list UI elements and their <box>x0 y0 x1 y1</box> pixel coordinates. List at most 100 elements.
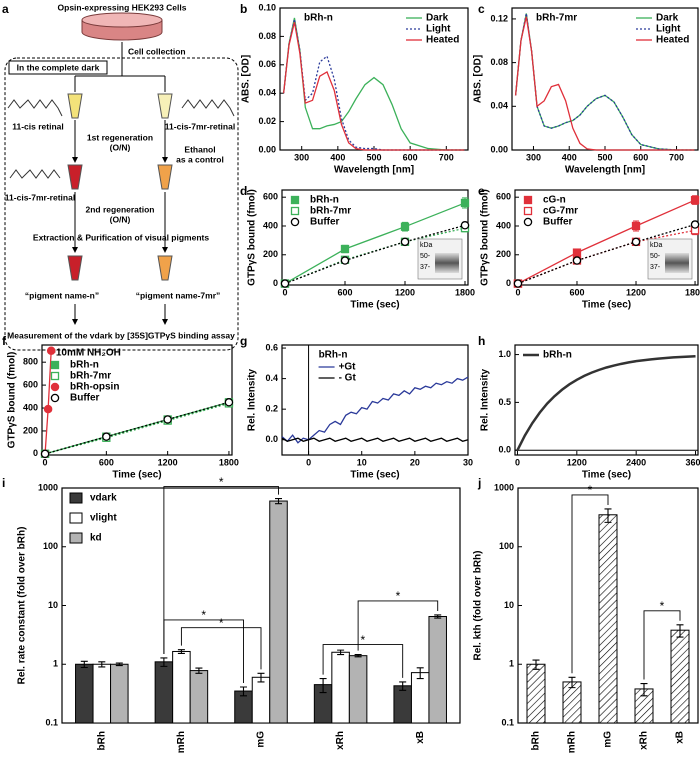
panel-label: f <box>2 334 7 348</box>
x-tick-label: 600 <box>99 457 114 467</box>
y-axis-label: Rel. rate constant (fold over bRh) <box>17 527 28 685</box>
x-tick-label: 400 <box>330 152 345 162</box>
y-tick-label: 1000 <box>494 482 514 492</box>
x-tick-label: 600 <box>337 287 352 297</box>
legend-label: bRh-n <box>310 195 339 206</box>
inset-label: 50- <box>420 253 431 260</box>
significance-label: * <box>361 633 366 647</box>
y-axis-label: Rel. Intensity <box>247 368 258 431</box>
x-tick-label: 500 <box>597 152 612 162</box>
legend-label: Light <box>426 24 451 35</box>
plot-frame <box>281 344 469 456</box>
chart-panel: j 0.1 1 10 100 1000 Rel. kth (fold over bRh) bR… <box>473 476 699 753</box>
bar <box>251 676 271 724</box>
data-point <box>280 279 290 288</box>
error-bar <box>676 624 684 638</box>
panel-label: c <box>478 2 485 16</box>
data-point <box>631 237 641 247</box>
y-tick-label: 0 <box>33 448 38 458</box>
step-note: (O/N) <box>110 214 131 224</box>
data-line <box>514 13 695 151</box>
x-axis-label: Wavelength [nm] <box>334 165 414 176</box>
y-tick-label: 0.00 <box>258 144 276 154</box>
legend-marker <box>290 206 300 216</box>
data-point <box>340 244 350 254</box>
x-tick-label: 10 <box>357 457 367 467</box>
data-point <box>513 279 523 288</box>
data-point <box>102 432 111 441</box>
y-axis-label: GTPγS bound (fmol) <box>7 352 18 449</box>
y-tick-label: 400 <box>23 402 38 412</box>
step-label: Cell collection <box>128 46 186 56</box>
chromophore-label: 11-cis-7mr-retinal <box>5 192 75 202</box>
y-tick-label: 10 <box>504 600 514 610</box>
legend-label: Buffer <box>310 217 340 228</box>
error-bar <box>98 661 106 668</box>
x-tick-label: mG <box>603 731 614 748</box>
inset-label: kDa <box>650 242 663 249</box>
error-bar <box>640 682 648 697</box>
legend-label: - Gt <box>339 373 357 384</box>
error-bar <box>604 508 612 523</box>
step-label: 1st regeneration <box>87 132 153 142</box>
bar <box>410 672 430 724</box>
x-axis-label: Time (sec) <box>582 470 631 481</box>
x-tick-label: 30 <box>463 457 473 467</box>
panel-label: i <box>2 476 5 490</box>
y-axis-label: GTPγS bound (fmol) <box>480 189 491 286</box>
panel-label: h <box>478 334 485 348</box>
panel-label: a <box>2 2 9 16</box>
y-tick-label: 0.0 <box>265 434 278 444</box>
x-tick-label: 3600 <box>686 457 700 467</box>
legend-label: Heated <box>656 35 689 46</box>
data-point <box>400 222 410 231</box>
inset-label: 37- <box>420 264 431 271</box>
y-tick-label: 0.0 <box>498 445 511 455</box>
tube <box>67 93 83 119</box>
bar <box>154 661 174 724</box>
error-bar <box>319 678 327 694</box>
error-bar <box>568 676 576 689</box>
y-tick-label: 400 <box>496 220 511 230</box>
x-tick-label: 1200 <box>158 457 178 467</box>
y-tick-label: 0.08 <box>490 57 508 67</box>
x-tick-label: 300 <box>526 152 541 162</box>
significance-label: * <box>201 608 206 622</box>
legend-label: bRh-n <box>543 350 572 361</box>
significance-bracket <box>163 486 279 654</box>
x-tick-label: mRh <box>567 731 578 753</box>
x-tick-label: mRh <box>176 731 187 753</box>
fit-line <box>284 202 466 285</box>
control-label: as a control <box>176 154 224 164</box>
legend-title: +10mM NH₂OH <box>50 348 121 359</box>
x-tick-label: xRh <box>639 731 650 750</box>
x-tick-label: 600 <box>633 152 648 162</box>
bar <box>598 514 618 724</box>
chromophore-label: 11-cis-7mr-retinal <box>165 121 235 131</box>
error-bar <box>416 667 424 680</box>
bar <box>189 670 209 724</box>
chart-panel: e 0 200 400 600 0 600 1200 1800 GTPγS bound (fmol… <box>478 184 700 310</box>
error-bar <box>160 657 168 667</box>
y-tick-label: 1 <box>53 659 58 669</box>
legend-label: Buffer <box>543 217 573 228</box>
y-tick-label: 200 <box>263 249 278 259</box>
y-tick-label: 1 <box>509 659 514 669</box>
panel-label: b <box>240 2 247 16</box>
panel-label: d <box>240 184 247 198</box>
chart-panel: c 0.00 0.04 0.08 0.12 300 400 500 600 700 ABS. [OD… <box>473 2 699 176</box>
legend-label: vdark <box>90 493 117 504</box>
x-axis-label: Time (sec) <box>350 300 399 311</box>
x-tick-label: xB <box>675 731 686 744</box>
data-point <box>690 220 700 229</box>
data-point <box>400 237 410 247</box>
x-axis-label: Time (sec) <box>112 470 161 481</box>
significance-bracket <box>571 494 609 674</box>
legend-marker <box>523 217 533 227</box>
x-tick-label: 20 <box>410 457 420 467</box>
error-bar <box>239 686 247 697</box>
plot-frame <box>514 344 699 456</box>
x-tick-label: xRh <box>335 731 346 750</box>
control-label: Ethanol <box>184 144 215 154</box>
